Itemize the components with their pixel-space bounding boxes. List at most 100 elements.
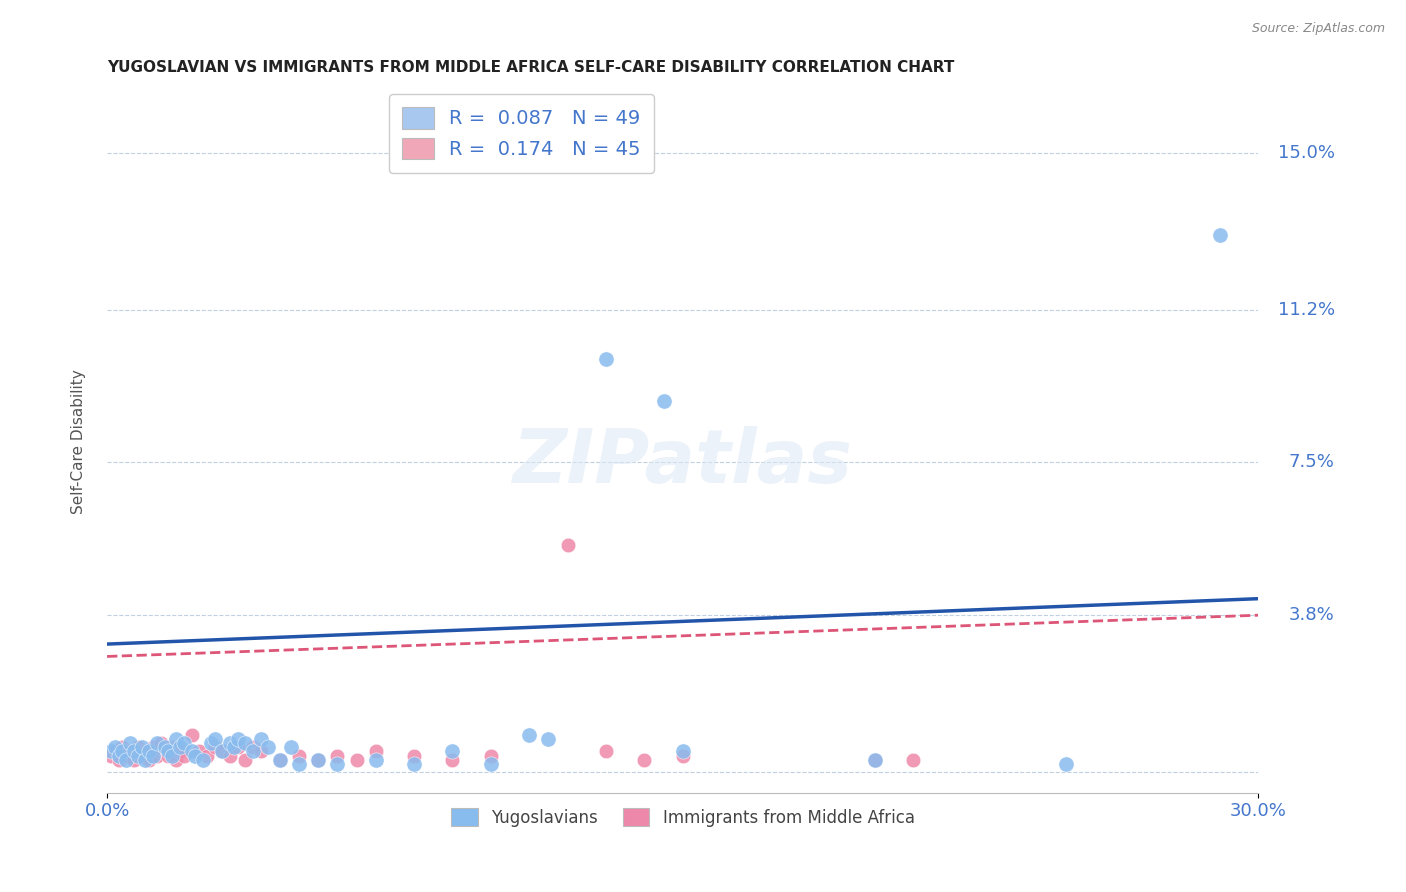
Point <box>142 748 165 763</box>
Point <box>100 744 122 758</box>
Point <box>107 753 129 767</box>
Point <box>1209 228 1232 243</box>
Point <box>222 740 245 755</box>
Point <box>157 744 180 758</box>
Point <box>138 753 160 767</box>
Point <box>107 748 129 763</box>
Point <box>149 736 172 750</box>
Point <box>633 753 655 767</box>
Point <box>134 744 156 758</box>
Point <box>218 736 240 750</box>
Point <box>595 744 617 758</box>
Point <box>120 744 142 758</box>
Point <box>672 744 695 758</box>
Point <box>173 748 195 763</box>
Point <box>100 748 122 763</box>
Text: Source: ZipAtlas.com: Source: ZipAtlas.com <box>1251 22 1385 36</box>
Point <box>134 753 156 767</box>
Point <box>146 748 169 763</box>
Point <box>122 753 145 767</box>
Point <box>652 393 675 408</box>
Point <box>346 753 368 767</box>
Point <box>184 748 207 763</box>
Point <box>479 756 502 771</box>
Point <box>169 740 191 755</box>
Point <box>307 753 329 767</box>
Point <box>226 731 249 746</box>
Point <box>131 748 153 763</box>
Point <box>153 740 176 755</box>
Point <box>180 744 202 758</box>
Point <box>211 744 233 758</box>
Point <box>557 538 579 552</box>
Point <box>162 748 184 763</box>
Point <box>233 753 256 767</box>
Text: YUGOSLAVIAN VS IMMIGRANTS FROM MIDDLE AFRICA SELF-CARE DISABILITY CORRELATION CH: YUGOSLAVIAN VS IMMIGRANTS FROM MIDDLE AF… <box>107 60 955 75</box>
Legend: Yugoslavians, Immigrants from Middle Africa: Yugoslavians, Immigrants from Middle Afr… <box>444 801 921 833</box>
Point <box>188 744 211 758</box>
Point <box>404 756 426 771</box>
Point <box>115 748 138 763</box>
Point <box>517 728 540 742</box>
Point <box>127 740 149 755</box>
Y-axis label: Self-Care Disability: Self-Care Disability <box>72 369 86 514</box>
Point <box>242 744 264 758</box>
Point <box>138 744 160 758</box>
Point <box>672 748 695 763</box>
Point <box>326 748 349 763</box>
Point <box>191 753 214 767</box>
Text: 11.2%: 11.2% <box>1278 301 1334 318</box>
Point <box>200 736 222 750</box>
Point <box>165 731 187 746</box>
Point <box>195 748 218 763</box>
Point <box>211 744 233 758</box>
Point <box>233 736 256 750</box>
Point <box>157 748 180 763</box>
Point <box>269 753 291 767</box>
Point <box>173 736 195 750</box>
Point <box>127 748 149 763</box>
Point <box>131 740 153 755</box>
Point <box>226 740 249 755</box>
Point <box>288 756 311 771</box>
Point <box>122 744 145 758</box>
Point <box>218 748 240 763</box>
Point <box>115 753 138 767</box>
Point <box>441 753 464 767</box>
Point <box>249 744 271 758</box>
Point <box>863 753 886 767</box>
Point <box>111 744 134 758</box>
Point <box>146 736 169 750</box>
Point <box>1056 756 1078 771</box>
Point <box>595 352 617 367</box>
Point <box>537 731 560 746</box>
Point <box>165 753 187 767</box>
Text: ZIPatlas: ZIPatlas <box>513 426 852 500</box>
Point <box>162 740 184 755</box>
Point <box>863 753 886 767</box>
Point <box>364 753 387 767</box>
Point <box>364 744 387 758</box>
Point <box>280 740 302 755</box>
Point <box>441 744 464 758</box>
Point <box>153 744 176 758</box>
Point <box>104 740 127 755</box>
Text: 7.5%: 7.5% <box>1289 453 1334 472</box>
Point <box>257 740 280 755</box>
Point <box>288 748 311 763</box>
Point <box>204 740 226 755</box>
Point <box>326 756 349 771</box>
Point <box>269 753 291 767</box>
Point <box>204 731 226 746</box>
Point <box>169 744 191 758</box>
Point <box>249 731 271 746</box>
Point <box>180 728 202 742</box>
Point <box>307 753 329 767</box>
Text: 15.0%: 15.0% <box>1278 144 1334 162</box>
Point <box>142 740 165 755</box>
Point <box>104 744 127 758</box>
Point <box>479 748 502 763</box>
Point <box>111 740 134 755</box>
Point <box>404 748 426 763</box>
Point <box>242 740 264 755</box>
